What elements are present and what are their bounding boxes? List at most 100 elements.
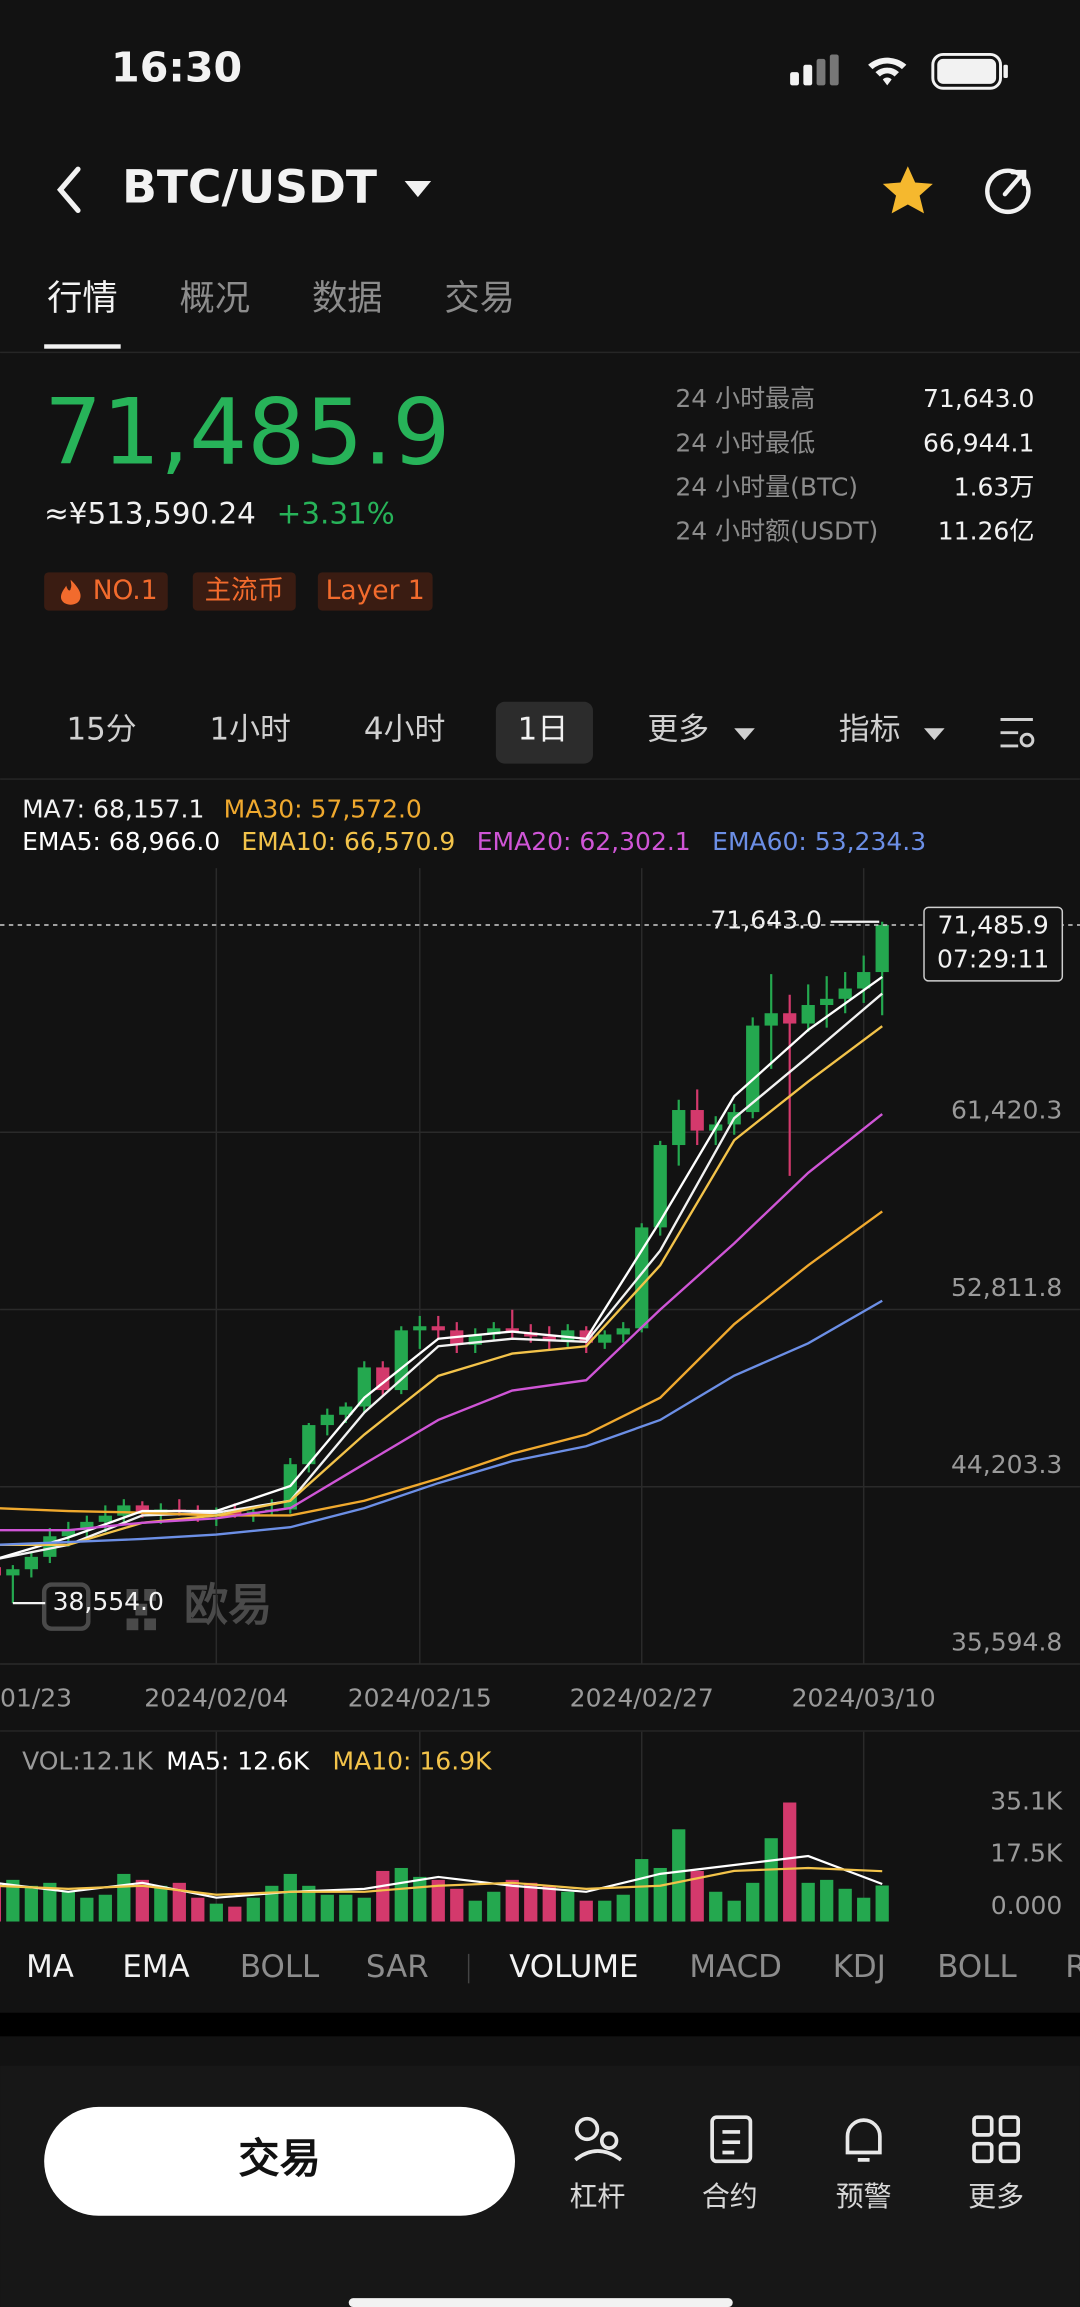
y-tick-label: 35.1K [990, 1786, 1063, 1815]
x-tick-label: 2024/02/27 [570, 1683, 714, 1712]
interval[interactable]: 15分 [66, 712, 136, 748]
favorite-star[interactable] [882, 166, 933, 214]
indicator-tab[interactable]: KDJ [833, 1949, 886, 1985]
volume-bar [524, 1882, 538, 1922]
interval-selected-bg [495, 701, 593, 764]
action-label[interactable]: 合约 [702, 2180, 758, 2213]
volume-bar [394, 1867, 408, 1922]
volume-bar [635, 1859, 649, 1922]
candle-body [468, 1334, 482, 1345]
trade-button-text[interactable]: 交易 [238, 2134, 320, 2182]
dropdown-arrow [734, 728, 755, 741]
indicator-tab[interactable]: SAR [366, 1949, 429, 1985]
volume-bar [265, 1885, 279, 1922]
tab[interactable]: 交易 [444, 278, 515, 319]
last-price-label: 71,485.9 [937, 910, 1048, 939]
indicator-menu[interactable]: 指标 [839, 712, 901, 748]
volume-bar [357, 1897, 371, 1922]
interval[interactable]: 1小时 [209, 712, 290, 748]
tab[interactable]: 概况 [180, 278, 251, 319]
volume-bar [117, 1873, 131, 1922]
volume-bar [857, 1897, 871, 1922]
indicator-tab[interactable]: MA [26, 1949, 74, 1985]
candle-body [302, 1425, 316, 1465]
x-tick-label: 2024/03/10 [792, 1683, 936, 1712]
volume-bar [43, 1882, 57, 1922]
pair-title[interactable]: BTC/USDT [122, 160, 377, 213]
volume-bar [80, 1897, 94, 1922]
volume-bar [172, 1882, 186, 1922]
volume-bar [61, 1891, 75, 1922]
stat-label: 24 小时最高 [675, 384, 815, 413]
home-indicator [348, 2298, 733, 2307]
volume-bar [413, 1876, 427, 1922]
volume-bar [598, 1900, 612, 1922]
tag-text: 主流币 [205, 575, 284, 606]
volume-bar [875, 1885, 889, 1922]
high-label: 71,643.0 [711, 906, 822, 935]
tag-text: Layer 1 [326, 575, 425, 606]
candle-body [561, 1330, 575, 1341]
last-price-box [923, 906, 1064, 982]
volume-bar [209, 1903, 223, 1922]
volume-bar [561, 1891, 575, 1922]
action-label[interactable]: 杠杆 [569, 2180, 625, 2213]
tag [317, 572, 433, 611]
indicator-tab[interactable]: VOLUME [509, 1949, 638, 1985]
pair-dropdown[interactable] [404, 180, 432, 198]
watermark: 欧易 [41, 1580, 272, 1631]
indicator-tab[interactable]: MACD [689, 1949, 782, 1985]
candle-body [487, 1328, 501, 1335]
indicator-tab[interactable]: BOLL [240, 1949, 320, 1985]
volume-bar [838, 1888, 852, 1922]
volume-bar [579, 1900, 593, 1922]
candle-body [394, 1330, 408, 1391]
y-tick-label: 35,594.8 [951, 1627, 1062, 1656]
candle-body [542, 1336, 556, 1341]
volume-bar [98, 1894, 112, 1922]
candle-body [635, 1227, 649, 1329]
volume-bar [0, 1882, 1, 1922]
tab[interactable]: 数据 [312, 278, 383, 319]
interval-more[interactable]: 更多 [647, 712, 709, 748]
volume-bar [505, 1879, 519, 1922]
indicator-tab[interactable]: BOLL [937, 1949, 1017, 1985]
indicator-tab[interactable]: EMA [122, 1949, 189, 1985]
y-tick-label: 44,203.3 [951, 1450, 1062, 1479]
tab[interactable]: 行情 [47, 278, 118, 319]
volume-bar [228, 1906, 242, 1922]
watermark-text: 欧易 [184, 1580, 272, 1631]
trade-button[interactable] [44, 2106, 515, 2216]
status-icons [790, 52, 1008, 90]
volume-bar [616, 1894, 630, 1922]
volume-bar [450, 1888, 464, 1922]
interval[interactable]: 4小时 [364, 712, 445, 748]
candle-body [875, 924, 889, 973]
candle-body [598, 1334, 612, 1343]
volume-bar [339, 1894, 353, 1922]
volume-bar [746, 1882, 760, 1922]
indicator-tab[interactable]: R [1065, 1949, 1080, 1985]
last-price-time: 07:29:11 [937, 944, 1049, 973]
action-label[interactable]: 更多 [968, 2180, 1024, 2213]
volume-bar [542, 1885, 556, 1922]
back-button[interactable] [56, 166, 81, 213]
interval[interactable]: 1日 [518, 712, 569, 748]
stat-value: 11.26亿 [938, 517, 1035, 546]
candle-body [672, 1110, 686, 1146]
volume-bar [727, 1900, 741, 1922]
candle-body [431, 1326, 445, 1331]
indicator-line [0, 1854, 883, 1899]
volume-bar [709, 1891, 723, 1922]
price-change: +3.31% [277, 496, 395, 530]
candle-body [80, 1521, 94, 1531]
candle-body [857, 972, 871, 989]
candle-body [505, 1328, 519, 1333]
share-button[interactable] [985, 168, 1031, 215]
action-label[interactable]: 预警 [836, 2180, 892, 2213]
chart-settings[interactable] [1000, 717, 1035, 748]
volume-bar [820, 1879, 834, 1922]
last-price: 71,485.9 [44, 378, 450, 485]
volume-chart: VOL:12.1K 0.000 17.5K 35.1K MA5: 12.6K MA10: … [0, 1731, 1063, 1922]
